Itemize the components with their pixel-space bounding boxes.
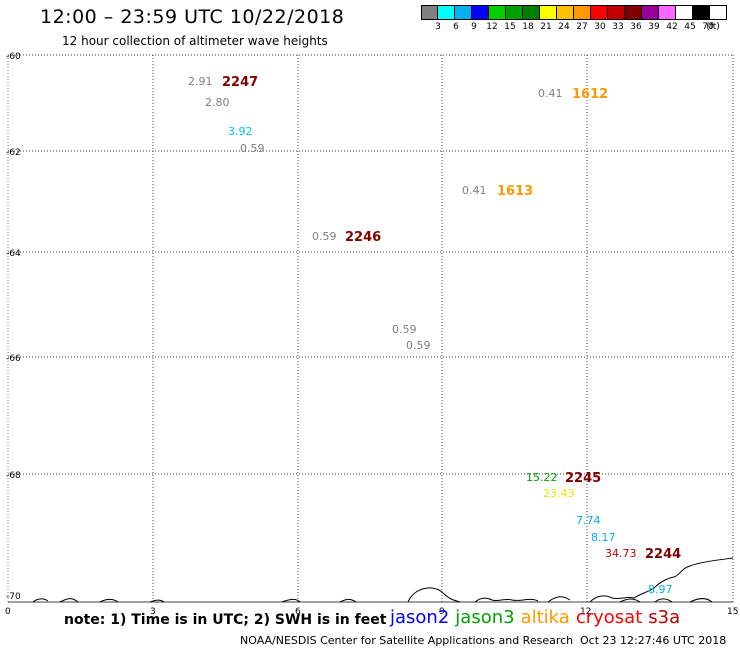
legend-swatch: [642, 5, 659, 20]
legend-label: 27: [576, 22, 588, 32]
swh-value: 2.91: [188, 75, 213, 88]
y-tick-label: -60: [6, 52, 21, 62]
pass-time: 2245: [565, 471, 601, 486]
y-tick-label: -68: [6, 471, 21, 481]
swh-value: 7.74: [576, 514, 601, 527]
x-tick-label: 6: [295, 607, 301, 617]
satellite-name: jason3: [455, 607, 515, 628]
altimeter-observations: 2.91 2247 2.80 3.92 0.59 0.41 1612 0.41 …: [188, 75, 681, 596]
map-subtitle: 12 hour collection of altimeter wave hei…: [62, 34, 328, 48]
map-title: 12:00 – 23:59 UTC 10/22/2018: [40, 6, 345, 28]
legend-swatch: [693, 5, 710, 20]
y-tick-label: -62: [6, 148, 21, 158]
pass-time: 2247: [222, 75, 258, 90]
legend-label: 39: [648, 22, 660, 32]
swh-value: 3.92: [228, 125, 253, 138]
legend-label: (ft): [706, 22, 720, 32]
longitude-grid: [152, 55, 734, 602]
legend-swatch: [455, 5, 472, 20]
legend-label: 9: [471, 22, 477, 32]
legend-label: 24: [558, 22, 570, 32]
x-tick-label: 12: [580, 607, 591, 617]
pass-time: 2244: [645, 547, 681, 562]
satellite-name: altika: [520, 607, 570, 628]
legend-swatch: [591, 5, 608, 20]
y-tick-label: -64: [6, 249, 21, 259]
legend-swatch: [438, 5, 455, 20]
legend-swatch: [506, 5, 523, 20]
legend-label: 18: [522, 22, 534, 32]
legend-swatch: [421, 5, 438, 20]
legend-swatch: [608, 5, 625, 20]
latitude-grid: [8, 54, 733, 475]
y-axis-labels: -60 -62 -64 -66 -68 -70: [6, 52, 21, 602]
legend-swatch: [625, 5, 642, 20]
legend-label: 21: [540, 22, 552, 32]
satellite-name: cryosat: [575, 607, 643, 628]
coastline: [32, 557, 734, 603]
legend-label: 45: [684, 22, 696, 32]
y-tick-label: -66: [6, 354, 21, 364]
x-tick-label: 3: [150, 607, 156, 617]
x-tick-label: 15: [727, 607, 738, 617]
swh-value: 0.59: [312, 230, 337, 243]
legend-swatch: [489, 5, 506, 20]
legend-swatch: [676, 5, 693, 20]
legend-swatch: [659, 5, 676, 20]
swh-value: 0.41: [462, 184, 487, 197]
legend-label: 12: [486, 22, 498, 32]
legend-swatch: [540, 5, 557, 20]
legend-swatch: [523, 5, 540, 20]
swh-value: 34.73: [605, 547, 637, 560]
legend-label: 3: [435, 22, 441, 32]
swh-value: 0.59: [406, 339, 431, 352]
swh-value: 23.43: [543, 487, 575, 500]
color-legend: [421, 5, 710, 20]
legend-label: 70: [702, 22, 714, 32]
satellite-legend: jason2 jason3 altika cryosat s3a: [390, 607, 686, 628]
satellite-name: jason2: [390, 607, 450, 628]
legend-label: 6: [453, 22, 459, 32]
generated-timestamp: Oct 23 12:27:46 UTC 2018: [580, 634, 727, 647]
pass-time: 1612: [572, 87, 608, 102]
swh-value: 0.41: [538, 87, 563, 100]
pass-time: 1613: [497, 184, 533, 199]
pass-time: 2246: [345, 230, 381, 245]
legend-label: 33: [612, 22, 624, 32]
legend-label: 36: [630, 22, 642, 32]
legend-swatch: [574, 5, 591, 20]
footnote: note: 1) Time is in UTC; 2) SWH is in fe…: [64, 612, 387, 628]
legend-label: 30: [594, 22, 606, 32]
swh-value: 0.59: [240, 142, 265, 155]
legend-swatch: [472, 5, 489, 20]
x-axis-labels: 0 3 6 9 12 15: [5, 607, 738, 617]
swh-value: 15.22: [526, 471, 558, 484]
legend-label: 15: [504, 22, 516, 32]
swh-value: 2.80: [205, 96, 230, 109]
x-tick-label: 9: [439, 607, 445, 617]
swh-value: 8.97: [648, 583, 673, 596]
x-tick-label: 0: [5, 607, 11, 617]
y-tick-label: -70: [6, 592, 21, 602]
credit-line: NOAA/NESDIS Center for Satellite Applica…: [240, 634, 574, 647]
legend-swatch: [557, 5, 574, 20]
legend-label: 42: [666, 22, 678, 32]
satellite-name: s3a: [648, 607, 681, 628]
swh-value: 0.59: [392, 323, 417, 336]
swh-value: 8.17: [591, 531, 616, 544]
